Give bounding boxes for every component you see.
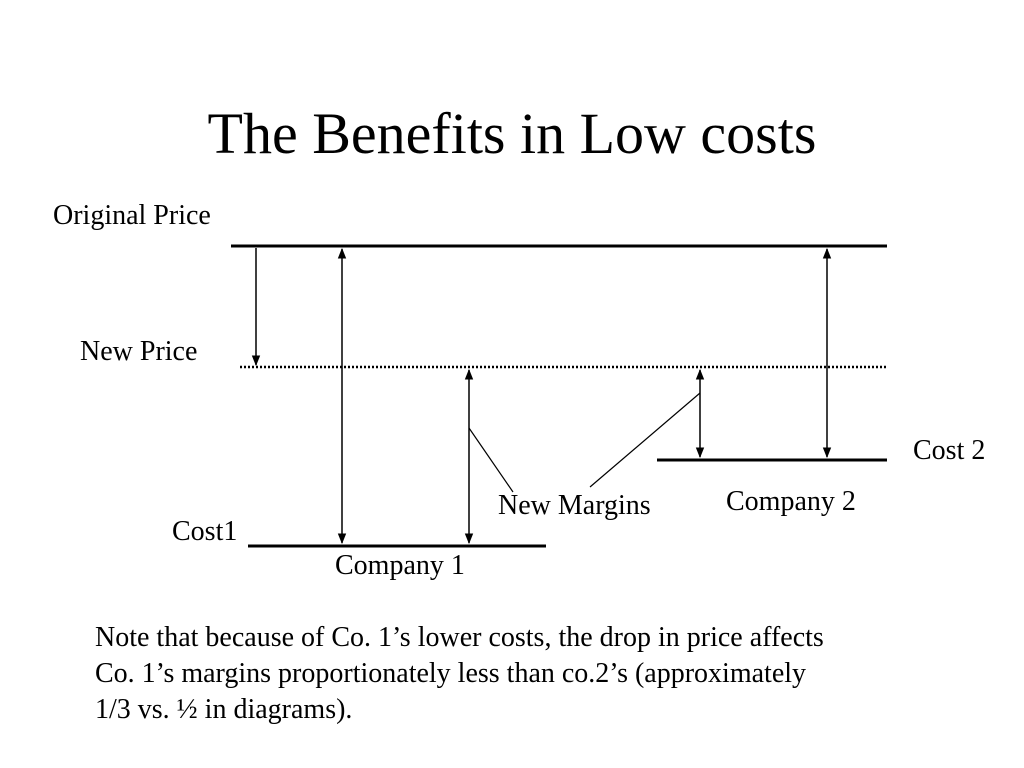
slide-title: The Benefits in Low costs xyxy=(207,101,817,166)
cost1-label: Cost1 xyxy=(172,516,238,547)
cost2-label: Cost 2 xyxy=(913,435,986,466)
footnote-line: Co. 1’s margins proportionately less tha… xyxy=(95,658,807,689)
new-margins-callout-right xyxy=(589,392,701,488)
footnote-line: Note that because of Co. 1’s lower costs… xyxy=(95,622,824,653)
footnote: Note that because of Co. 1’s lower costs… xyxy=(95,620,995,728)
new-margins-label: New Margins xyxy=(498,490,651,521)
new-margins-callout-left xyxy=(468,427,514,493)
original-price-label: Original Price xyxy=(53,200,211,231)
footnote-line: 1/3 vs. ½ in diagrams). xyxy=(95,694,353,725)
new-price-label: New Price xyxy=(80,336,198,367)
company1-label: Company 1 xyxy=(335,550,465,581)
company2-label: Company 2 xyxy=(726,486,856,517)
